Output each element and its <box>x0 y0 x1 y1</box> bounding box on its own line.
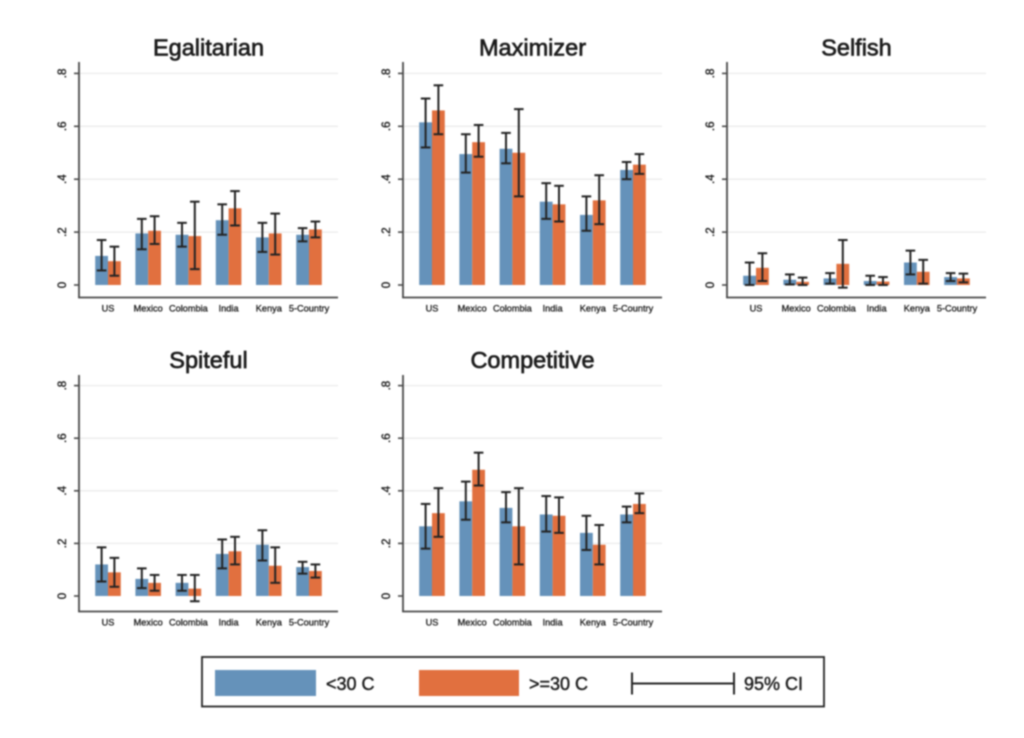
svg-text:95% CI: 95% CI <box>744 674 803 694</box>
svg-text:Colombia: Colombia <box>169 304 209 314</box>
svg-text:.6: .6 <box>705 122 717 132</box>
svg-text:0: 0 <box>381 282 393 288</box>
svg-text:5-Country: 5-Country <box>289 304 330 314</box>
svg-text:.8: .8 <box>381 69 393 79</box>
svg-text:.4: .4 <box>57 485 69 495</box>
svg-text:Colombia: Colombia <box>493 618 533 628</box>
svg-text:India: India <box>543 618 564 628</box>
svg-text:US: US <box>426 304 439 314</box>
svg-text:Maximizer: Maximizer <box>479 35 586 61</box>
svg-text:Competitive: Competitive <box>470 347 594 373</box>
svg-text:.4: .4 <box>381 174 393 184</box>
svg-text:Colombia: Colombia <box>493 304 533 314</box>
svg-text:Mexico: Mexico <box>134 304 163 314</box>
svg-text:Mexico: Mexico <box>458 304 487 314</box>
svg-text:<30 C: <30 C <box>326 674 375 694</box>
svg-text:>=30 C: >=30 C <box>529 674 588 694</box>
svg-text:.8: .8 <box>57 381 69 391</box>
svg-text:.8: .8 <box>57 69 69 79</box>
svg-text:.2: .2 <box>381 539 393 549</box>
svg-text:Kenya: Kenya <box>580 304 607 314</box>
svg-text:US: US <box>102 304 115 314</box>
svg-text:0: 0 <box>381 593 393 599</box>
svg-text:US: US <box>750 304 763 314</box>
svg-text:5-Country: 5-Country <box>289 618 330 628</box>
svg-text:Colombia: Colombia <box>817 304 857 314</box>
svg-text:.8: .8 <box>705 69 717 79</box>
svg-text:India: India <box>543 304 564 314</box>
svg-text:.4: .4 <box>57 174 69 184</box>
svg-text:.4: .4 <box>381 485 393 495</box>
svg-text:.2: .2 <box>57 227 69 237</box>
svg-text:.8: .8 <box>381 381 393 391</box>
svg-text:US: US <box>426 618 439 628</box>
svg-text:US: US <box>102 618 115 628</box>
svg-text:5-Country: 5-Country <box>613 304 654 314</box>
svg-text:India: India <box>219 618 240 628</box>
svg-text:.6: .6 <box>57 122 69 132</box>
svg-text:Selfish: Selfish <box>821 35 892 61</box>
svg-text:.2: .2 <box>381 227 393 237</box>
svg-text:0: 0 <box>57 593 69 599</box>
svg-text:Kenya: Kenya <box>904 304 931 314</box>
svg-text:India: India <box>219 304 240 314</box>
svg-text:.2: .2 <box>57 539 69 549</box>
svg-text:5-Country: 5-Country <box>613 618 654 628</box>
svg-text:Mexico: Mexico <box>134 618 163 628</box>
svg-text:Mexico: Mexico <box>782 304 811 314</box>
svg-text:.6: .6 <box>381 122 393 132</box>
svg-text:Spiteful: Spiteful <box>169 347 247 373</box>
svg-text:Mexico: Mexico <box>458 618 487 628</box>
svg-text:Colombia: Colombia <box>169 618 209 628</box>
svg-text:Egalitarian: Egalitarian <box>153 35 264 61</box>
svg-text:Kenya: Kenya <box>256 304 283 314</box>
svg-text:.4: .4 <box>705 174 717 184</box>
svg-text:0: 0 <box>705 282 717 288</box>
svg-text:Kenya: Kenya <box>580 618 607 628</box>
svg-text:0: 0 <box>57 282 69 288</box>
svg-text:Kenya: Kenya <box>256 618 283 628</box>
svg-text:.2: .2 <box>705 227 717 237</box>
svg-text:5-Country: 5-Country <box>937 304 978 314</box>
svg-text:.6: .6 <box>57 433 69 443</box>
svg-text:.6: .6 <box>381 433 393 443</box>
svg-text:India: India <box>867 304 888 314</box>
